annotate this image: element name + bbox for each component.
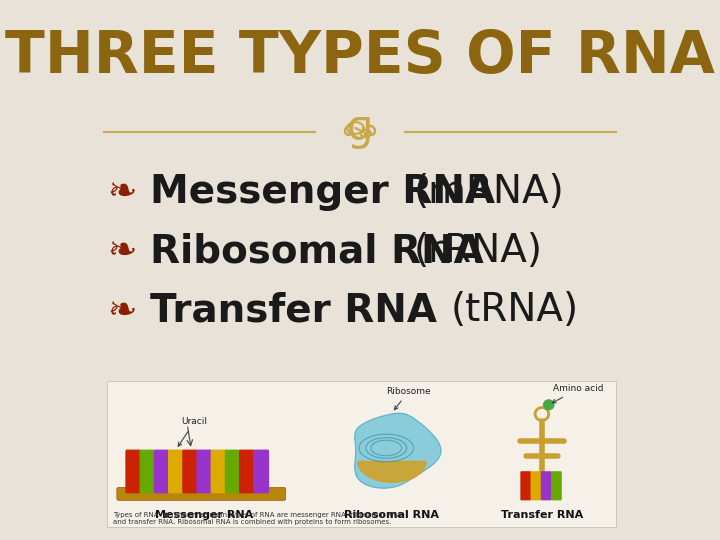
FancyBboxPatch shape bbox=[210, 450, 227, 494]
Text: (mRNA): (mRNA) bbox=[414, 173, 564, 211]
Text: ❧: ❧ bbox=[107, 294, 137, 327]
FancyBboxPatch shape bbox=[107, 381, 616, 526]
Text: ɡ: ɡ bbox=[347, 107, 373, 149]
Circle shape bbox=[544, 400, 554, 410]
FancyBboxPatch shape bbox=[140, 450, 156, 494]
Text: THREE TYPES OF RNA: THREE TYPES OF RNA bbox=[5, 28, 715, 85]
Text: Ribosomal RNA: Ribosomal RNA bbox=[344, 510, 439, 520]
FancyBboxPatch shape bbox=[125, 450, 141, 494]
Text: Messenger RNA: Messenger RNA bbox=[155, 510, 253, 520]
Text: Types of RNA  ●  The three main types of RNA are messenger RNA, ribosomal RNA,
a: Types of RNA ● The three main types of R… bbox=[113, 512, 404, 525]
Polygon shape bbox=[355, 413, 441, 488]
Text: Uracil: Uracil bbox=[178, 417, 207, 446]
FancyBboxPatch shape bbox=[182, 450, 198, 494]
Text: Transfer RNA: Transfer RNA bbox=[150, 292, 437, 329]
FancyBboxPatch shape bbox=[541, 471, 552, 501]
Text: (tRNA): (tRNA) bbox=[451, 292, 579, 329]
FancyBboxPatch shape bbox=[117, 488, 286, 501]
Text: Amino acid: Amino acid bbox=[552, 384, 604, 403]
FancyBboxPatch shape bbox=[521, 471, 531, 501]
Text: Messenger RNA: Messenger RNA bbox=[150, 173, 495, 211]
FancyBboxPatch shape bbox=[253, 450, 269, 494]
Text: (rRNA): (rRNA) bbox=[414, 232, 543, 270]
FancyBboxPatch shape bbox=[225, 450, 240, 494]
Text: ❧: ❧ bbox=[107, 175, 137, 208]
FancyBboxPatch shape bbox=[197, 450, 212, 494]
Text: Ribosomal RNA: Ribosomal RNA bbox=[150, 232, 484, 270]
Polygon shape bbox=[358, 462, 426, 482]
Text: ❧: ❧ bbox=[107, 234, 137, 268]
FancyBboxPatch shape bbox=[154, 450, 170, 494]
FancyBboxPatch shape bbox=[551, 471, 562, 501]
FancyBboxPatch shape bbox=[168, 450, 184, 494]
FancyBboxPatch shape bbox=[531, 471, 541, 501]
Text: Ribosome: Ribosome bbox=[386, 387, 431, 410]
Text: Transfer RNA: Transfer RNA bbox=[501, 510, 583, 520]
FancyBboxPatch shape bbox=[239, 450, 255, 494]
